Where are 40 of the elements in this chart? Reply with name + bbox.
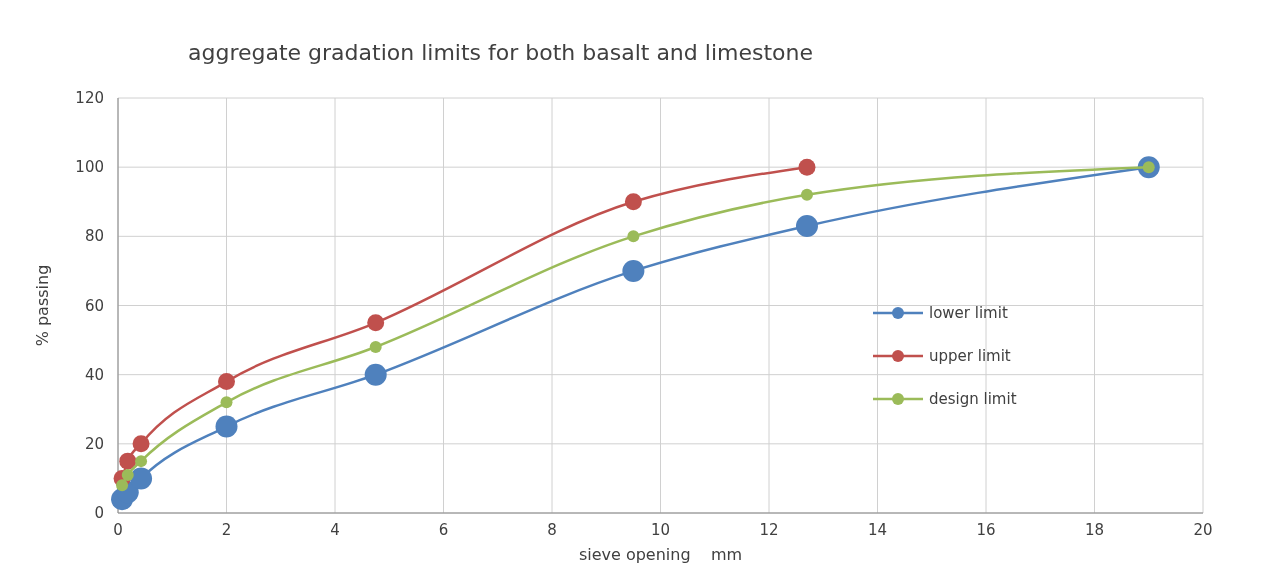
x-tick-label: 16 <box>976 521 996 539</box>
x-tick-label: 10 <box>650 521 671 539</box>
point <box>795 214 818 237</box>
point <box>364 363 387 386</box>
point <box>132 435 150 453</box>
point <box>215 415 238 438</box>
legend-label: lower limit <box>929 304 1008 322</box>
x-tick-label: 6 <box>438 521 449 539</box>
x-tick-label: 4 <box>330 521 340 539</box>
point <box>367 314 385 332</box>
y-tick-label: 60 <box>84 296 104 315</box>
point <box>220 396 233 409</box>
point <box>800 188 813 201</box>
point <box>218 373 235 391</box>
point <box>135 455 148 468</box>
y-tick-label: 20 <box>84 434 104 453</box>
x-tick-label: 0 <box>113 521 123 539</box>
point <box>369 341 382 353</box>
y-tick-label: 0 <box>94 504 104 522</box>
y-tick-label: 100 <box>75 158 104 177</box>
point <box>130 467 153 490</box>
x-axis-title: sieve opening mm <box>578 545 743 564</box>
y-tick-label: 80 <box>84 227 104 246</box>
x-tick-label: 18 <box>1084 521 1105 539</box>
point <box>627 230 640 243</box>
legend-label: design limit <box>929 390 1017 408</box>
legend-label: upper limit <box>929 347 1011 365</box>
x-tick-label: 14 <box>867 521 888 539</box>
point <box>119 452 137 470</box>
x-tick-label: 20 <box>1193 521 1213 539</box>
y-axis-title: % passing <box>33 264 52 347</box>
x-tick-label: 2 <box>221 521 232 539</box>
x-tick-label: 12 <box>759 521 779 539</box>
point <box>798 158 816 176</box>
x-tick-label: 8 <box>547 521 557 539</box>
point <box>624 193 642 211</box>
chart-title: aggregate gradation limits for both basalt and limestone <box>188 40 813 65</box>
y-tick-label: 120 <box>75 89 104 107</box>
point <box>622 259 645 282</box>
y-tick-label: 40 <box>84 365 104 384</box>
